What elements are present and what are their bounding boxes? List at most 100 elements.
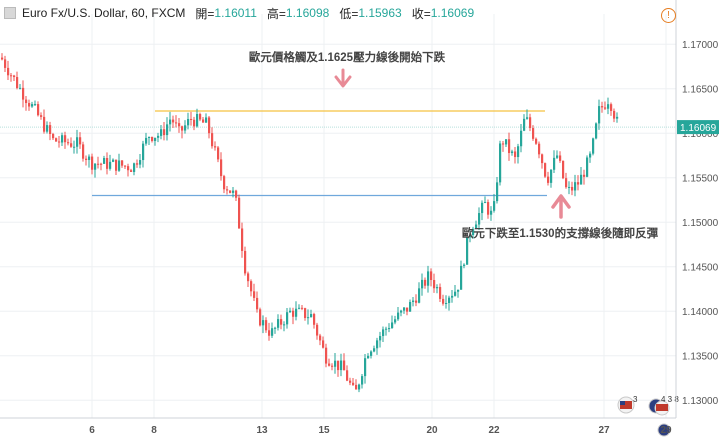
candle-down [37,104,40,116]
candle-up [19,87,22,89]
candle-up [277,319,280,328]
candle-down [91,156,94,170]
open-label: 開= [195,6,215,21]
candle-up [382,329,385,337]
candle-down [532,128,535,139]
candle-up [31,104,34,107]
candle-up [184,125,187,131]
price-tag-label: 1.16069 [680,123,717,134]
eu-event-count: 4 3 8 [661,395,679,404]
candle-down [613,110,616,119]
x-tick-label: 15 [318,425,330,436]
eu-flag-event-icon: 4 3 8 [648,395,679,437]
candle-down [28,103,31,107]
candle-down [235,190,238,198]
candle-down [208,117,211,134]
candle-down [220,159,223,177]
candle-down [238,197,241,229]
x-tick-label: 6 [89,425,95,436]
candle-down [268,330,271,336]
candle-up [361,376,364,385]
x-tick-label: 27 [598,425,610,436]
candle-down [85,158,88,160]
candle-down [406,307,409,312]
candle-down [211,133,214,147]
candle-down [541,154,544,164]
candle-up [94,163,97,170]
candle-down [355,384,358,390]
candle-down [163,129,166,136]
candle-up [403,307,406,311]
candle-down [424,279,427,286]
candle-up [154,137,157,141]
candle-up [463,264,466,266]
candle-down [577,182,580,185]
exclamation-icon[interactable]: ! [661,8,676,23]
candle-down [106,158,109,169]
candle-down [433,280,436,289]
candle-up [73,146,76,148]
candle-up [283,324,286,326]
candle-up [478,213,481,225]
candle-up [334,360,337,367]
candle-down [304,308,307,318]
high-label: 高= [266,6,286,21]
candle-up [196,114,199,127]
candle-down [40,115,43,117]
candle-down [544,163,547,177]
high-value: 1.16098 [285,6,330,20]
y-tick-label: 1.13500 [682,352,719,363]
candle-down [415,300,418,303]
candle-down [1,57,4,60]
y-tick-label: 1.15000 [682,218,719,229]
candle-up [607,104,610,109]
low-value: 1.15963 [358,6,402,20]
us-flag-canton [620,401,625,405]
candle-up [496,182,499,202]
candle-down [253,291,256,298]
candle-up [520,130,523,147]
candle-up [385,328,388,330]
y-tick-label: 1.14500 [682,263,719,274]
candle-up [481,202,484,214]
candle-down [175,122,178,124]
candle-down [58,141,61,143]
candle-down [82,144,85,159]
candle-down [559,155,562,161]
candle-down [322,340,325,348]
candle-down [178,123,181,127]
candle-up [373,348,376,352]
candle-up [295,308,298,317]
candle-down [55,138,58,142]
price-tag [677,120,719,135]
x-tick-label: 13 [256,425,268,436]
candle-up [466,237,469,265]
candle-down [442,298,445,304]
candle-down [16,77,19,89]
support-annotation: 歐元下跌至1.1530的支撐線後隨即反彈 [462,226,659,240]
candle-up [307,317,310,319]
candle-up [46,125,49,132]
candle-up [148,137,151,139]
candle-down [529,117,532,129]
candle-down [97,163,100,165]
candle-up [166,124,169,136]
candle-down [301,307,304,309]
candle-down [130,170,133,172]
candle-down [247,273,250,282]
y-tick-label: 1.16000 [682,129,719,140]
us-flag-event-icon: 3 [617,395,638,414]
candle-down [319,335,322,341]
symbol-icon[interactable] [4,7,16,19]
candle-up [169,119,172,125]
candle-down [280,319,283,325]
x-tick-label: 22 [488,425,500,436]
candle-down [439,287,442,299]
resistance-annotation: 歐元價格觸及1.1625壓力線後開始下跌 [249,50,446,64]
candle-down [241,228,244,251]
open-value: 1.16011 [214,6,257,20]
candle-down [229,190,232,193]
candle-up [76,137,79,147]
